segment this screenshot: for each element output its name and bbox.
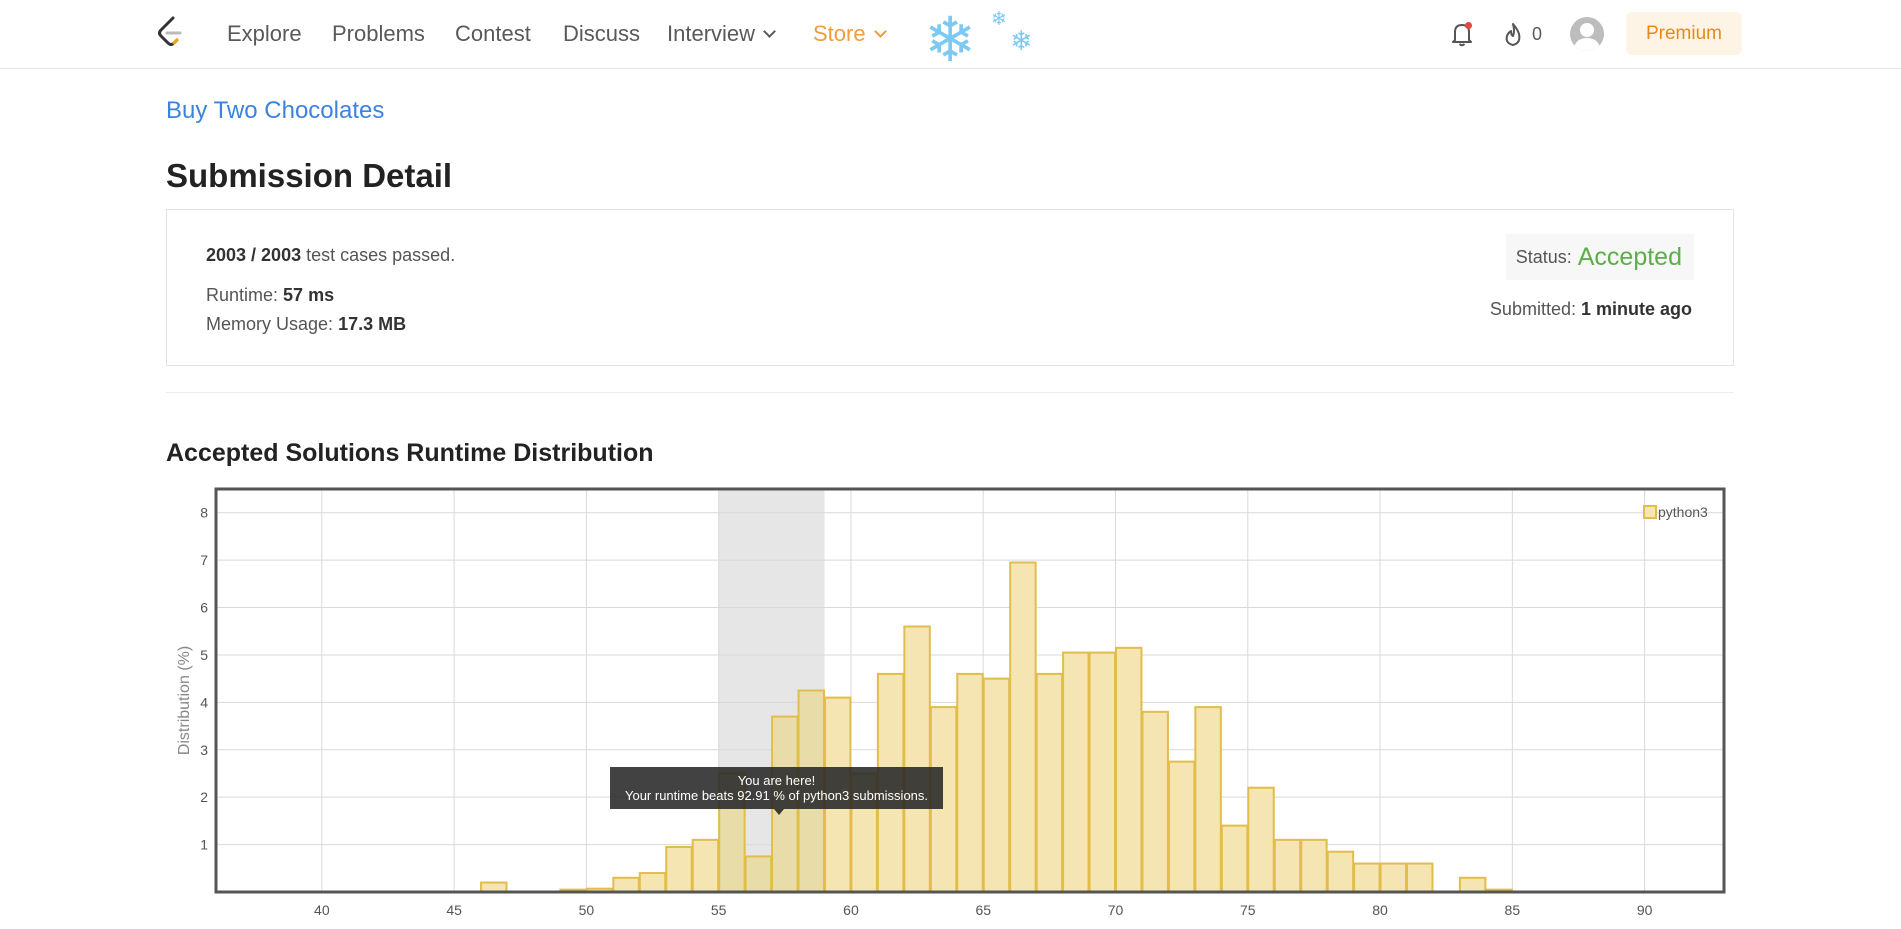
chevron-down-icon (873, 25, 887, 38)
x-tick-label: 65 (975, 902, 991, 918)
y-tick-label: 5 (200, 647, 208, 663)
nav-explore[interactable]: Explore (227, 21, 302, 46)
submitted-label: Submitted: (1489, 299, 1576, 319)
submitted-line: Submitted: 1 minute ago (1490, 299, 1692, 320)
premium-button[interactable]: Premium (1626, 12, 1742, 55)
submission-summary-card: 2003 / 2003 test cases passed. Runtime: … (166, 209, 1734, 366)
chart-bar[interactable] (1379, 862, 1408, 894)
x-tick-label: 85 (1505, 902, 1521, 918)
bell-icon[interactable] (1450, 21, 1474, 47)
chevron-down-icon (763, 25, 776, 38)
snowflake-icon: ❄ (991, 9, 1007, 30)
x-tick-label: 50 (579, 902, 595, 918)
x-tick-label: 40 (314, 902, 330, 918)
chart-bar[interactable] (612, 876, 640, 893)
chart-bar[interactable] (1009, 561, 1037, 894)
y-tick-label: 7 (200, 552, 208, 568)
x-tick-label: 45 (446, 902, 462, 918)
memory-line: Memory Usage: 17.3 MB (206, 314, 406, 335)
chart-bar[interactable] (1194, 706, 1222, 893)
chart-bar[interactable] (1141, 710, 1169, 893)
chart-bar[interactable] (665, 845, 693, 894)
chart-bar[interactable] (1115, 646, 1143, 893)
chart-bar[interactable] (1273, 838, 1302, 893)
nav-store[interactable]: Store (813, 21, 887, 47)
plot-frame (214, 487, 1726, 894)
nav-discuss[interactable]: Discuss (563, 21, 641, 46)
flame-icon[interactable] (1502, 22, 1524, 47)
status-box: Status: Accepted (1505, 234, 1694, 280)
chart-bar[interactable] (1406, 862, 1434, 894)
y-tick-label: 3 (200, 742, 208, 758)
x-tick-label: 55 (711, 902, 727, 918)
runtime-line: Runtime: 57 ms (206, 285, 334, 306)
x-tick-label: 80 (1372, 902, 1388, 918)
user-icon (1573, 23, 1601, 51)
section-divider (166, 392, 1734, 393)
nav-interview[interactable]: Interview (667, 21, 776, 47)
nav-interview-label: Interview (667, 21, 756, 46)
x-tick-label: 60 (843, 902, 859, 918)
memory-value: 17.3 MB (338, 314, 407, 334)
chart-bar[interactable] (1300, 838, 1328, 893)
chart-bar[interactable] (982, 677, 1011, 893)
runtime-value: 57 ms (283, 285, 335, 305)
chart-bar[interactable] (1353, 862, 1381, 894)
problem-title-link[interactable]: Buy Two Chocolates (166, 97, 385, 124)
runtime-label: Runtime: (206, 285, 279, 305)
snowflake-icon: ❄ (924, 6, 976, 75)
chart-bar[interactable] (1035, 672, 1064, 893)
cases-passed-count: 2003 / 2003 (206, 245, 302, 265)
avatar[interactable] (1570, 17, 1604, 51)
y-tick-label: 6 (200, 600, 208, 616)
runtime-distribution-title: Accepted Solutions Runtime Distribution (166, 439, 654, 467)
chart-bar[interactable] (1326, 850, 1355, 894)
chart-bar[interactable] (1458, 876, 1487, 893)
runtime-tooltip: You are here! Your runtime beats 92.91 %… (610, 767, 943, 815)
page-title: Submission Detail (166, 157, 453, 194)
x-tick-label: 90 (1637, 902, 1653, 918)
chart-bar[interactable] (1062, 651, 1090, 893)
y-tick-label: 1 (200, 837, 208, 853)
chart-bar[interactable] (1220, 824, 1249, 894)
y-tick-label: 8 (200, 505, 208, 521)
legend-label: python3 (1658, 504, 1708, 520)
status-value: Accepted (1577, 242, 1682, 271)
chart-bar[interactable] (1088, 651, 1117, 893)
top-navbar: Explore Problems Contest Discuss Intervi… (0, 0, 1901, 75)
leetcode-logo-icon[interactable] (156, 16, 184, 50)
y-tick-label: 4 (200, 694, 208, 710)
chart-bar[interactable] (956, 672, 984, 893)
x-tick-label: 70 (1108, 902, 1124, 918)
chart-bar[interactable] (1247, 786, 1275, 894)
y-tick-label: 2 (200, 789, 208, 805)
chart-bar[interactable] (903, 625, 931, 893)
y-axis-label: Distribution (%) (176, 646, 193, 755)
cases-passed-text: test cases passed. (306, 245, 456, 265)
tooltip-line-1: You are here! (737, 773, 816, 788)
x-tick-label: 75 (1240, 902, 1256, 918)
legend-swatch (1643, 505, 1657, 519)
snowflake-icon: ❄ (1010, 26, 1033, 56)
chart-bar[interactable] (691, 838, 720, 893)
tooltip-line-2: Your runtime beats 92.91 % of python3 su… (624, 788, 929, 803)
memory-label: Memory Usage: (206, 314, 334, 334)
chart-bar[interactable] (744, 855, 773, 893)
chart-bar[interactable] (1167, 760, 1196, 893)
nav-problems[interactable]: Problems (332, 21, 425, 46)
nav-store-label: Store (813, 21, 866, 46)
chart-bar[interactable] (638, 872, 667, 894)
submitted-value: 1 minute ago (1580, 299, 1692, 319)
status-label: Status: (1515, 246, 1572, 267)
streak-count: 0 (1532, 24, 1543, 44)
test-cases-line: 2003 / 2003 test cases passed. (206, 245, 455, 266)
nav-contest[interactable]: Contest (455, 21, 531, 46)
